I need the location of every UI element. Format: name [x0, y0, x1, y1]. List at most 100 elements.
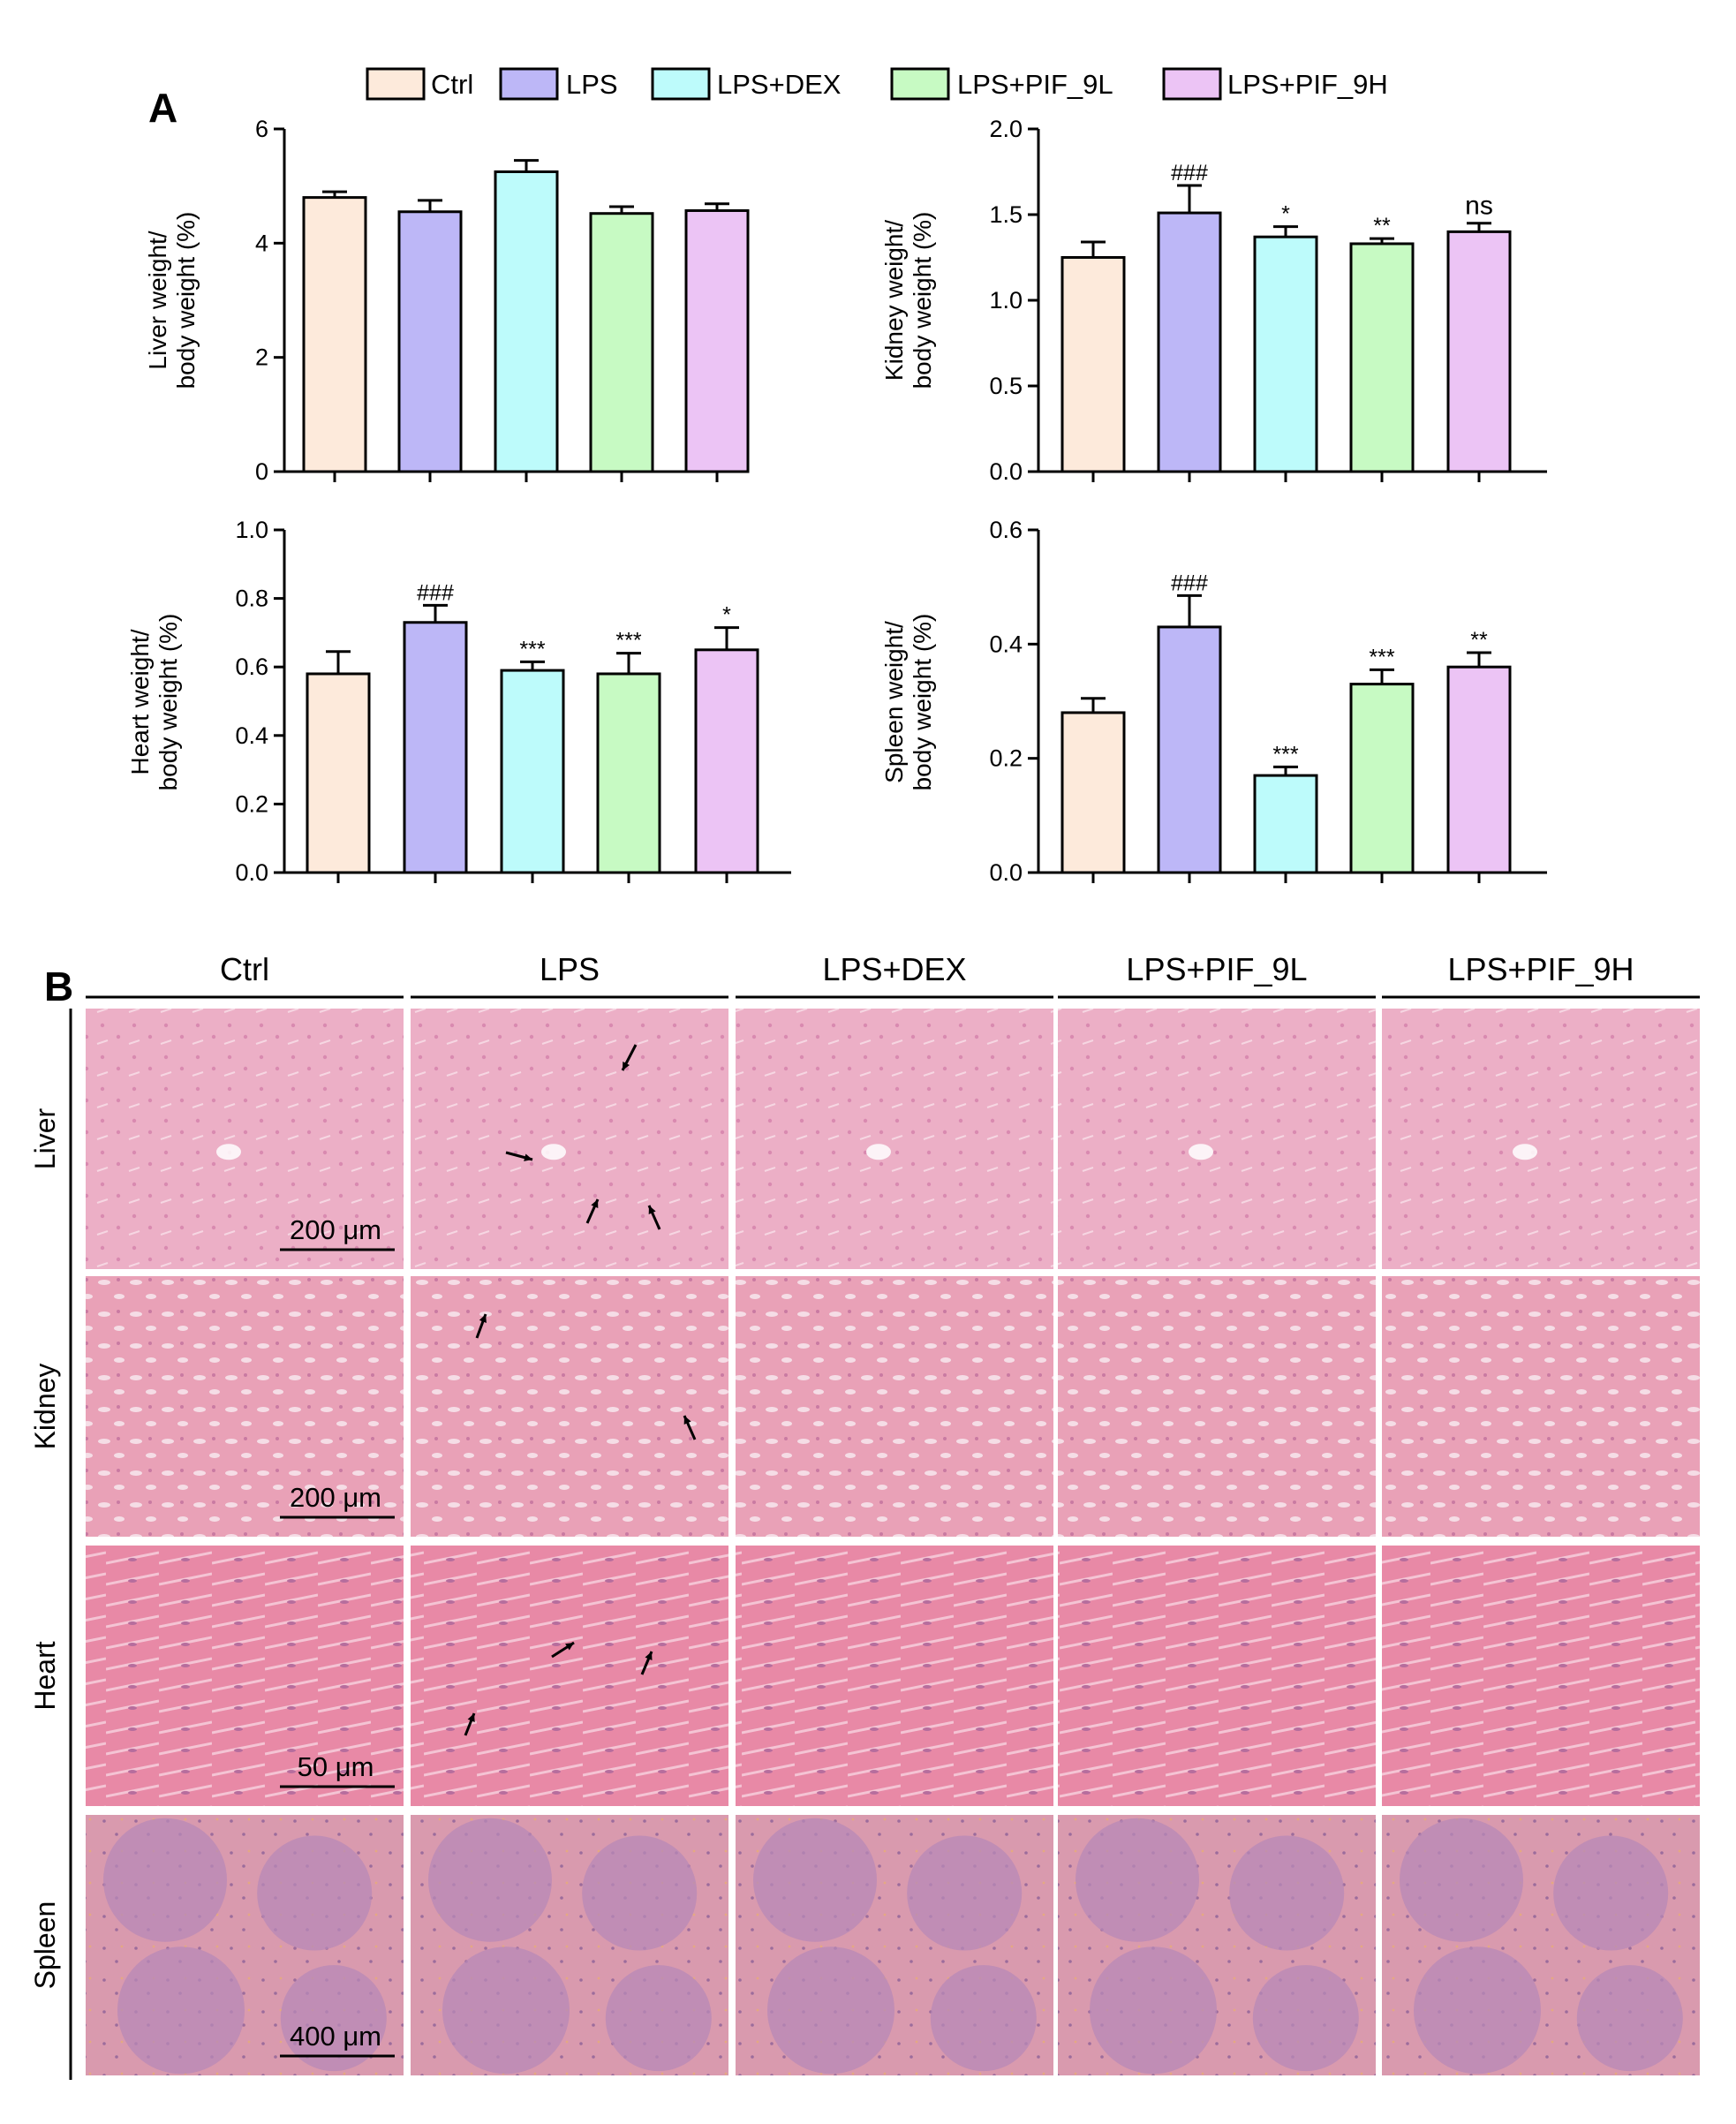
follicle-4: [280, 1965, 387, 2072]
legend-swatch-1: [366, 67, 426, 101]
row-label-3: Heart: [29, 1641, 61, 1710]
central-vein: [1513, 1144, 1537, 1160]
bar-charts: Liver weight/body weight (%) 0 2 4 6 Kidney w…: [126, 116, 1547, 886]
y-tick-label-6: 1.0: [235, 517, 268, 543]
histology-row-heart: Heart 50 μm: [29, 1546, 1700, 1806]
y-tick-label-1: 0.0: [235, 859, 268, 886]
significance-label-3: ***: [1272, 742, 1298, 767]
panel-a-label: A: [148, 85, 177, 131]
y-tick-label-1: 0.0: [989, 458, 1023, 485]
lesion-arrowhead-4: [648, 1206, 656, 1214]
y-tick-label-1: 0.0: [989, 859, 1023, 886]
bar-3: [1253, 235, 1318, 473]
significance-label-2: ###: [1171, 161, 1208, 185]
bar-2: [403, 621, 468, 874]
micrograph-3: [736, 1276, 1053, 1537]
legend-label-5: LPS+PIF_9H: [1227, 69, 1388, 100]
column-header-5: LPS+PIF_9H: [1447, 951, 1634, 987]
column-header-4: LPS+PIF_9L: [1126, 951, 1307, 987]
y-tick-label-4: 1.5: [989, 201, 1023, 228]
legend-label-2: LPS: [566, 69, 618, 100]
y-tick-label-3: 0.4: [235, 722, 268, 749]
micrograph-1: [86, 1546, 404, 1806]
micrograph-3: [736, 1009, 1053, 1269]
micrograph-3: [736, 1546, 1053, 1806]
y-axis-label-line-2: body weight (%): [909, 212, 936, 389]
bar-2: [1157, 625, 1222, 874]
central-vein: [866, 1144, 891, 1160]
bar-3: [1253, 774, 1318, 874]
scale-bar-label-4: 400 μm: [290, 2021, 381, 2052]
follicle-3: [442, 1946, 570, 2075]
lesion-arrowhead-8: [645, 1652, 653, 1660]
y-axis-label-line-1: Liver weight/: [144, 231, 171, 369]
y-tick-label-4: 0.6: [235, 654, 268, 680]
scale-bar-label-3: 50 μm: [298, 1751, 374, 1782]
y-tick-label-4: 0.6: [989, 517, 1023, 543]
micrograph-4: [1058, 1009, 1376, 1269]
legend-label-4: LPS+PIF_9L: [957, 69, 1113, 100]
panel-a: A Ctrl LPS LPS+DEX LPS+PIF_9L LPS+PIF_9H Liv…: [126, 67, 1547, 886]
legend-swatch-2: [499, 67, 559, 101]
bar-4: [1349, 683, 1415, 874]
bar-3: [494, 170, 559, 473]
bar-5: [1446, 230, 1512, 473]
micrograph-2: [411, 1009, 728, 1269]
central-vein: [1189, 1144, 1213, 1160]
bar-4: [1349, 242, 1415, 473]
micrograph-5: [1382, 1009, 1700, 1269]
follicle-3: [117, 1946, 245, 2075]
legend-swatch-5: [1162, 67, 1222, 101]
y-tick-label-3: 4: [255, 230, 268, 256]
bar-5: [1446, 665, 1512, 874]
significance-label-5: ns: [1465, 192, 1493, 221]
bar-2: [397, 210, 463, 473]
micrograph-1: [86, 1276, 404, 1537]
y-axis-label-line-1: Kidney weight/: [880, 220, 908, 381]
histology-row-kidney: Kidney 200 μm: [29, 1276, 1700, 1537]
bar-1: [306, 672, 371, 874]
bar-2: [1157, 211, 1222, 473]
y-tick-label-2: 0.5: [989, 373, 1023, 399]
y-tick-label-2: 2: [255, 344, 268, 371]
micrograph-5: [1382, 1276, 1700, 1537]
y-axis-label-line-2: body weight (%): [909, 614, 936, 791]
follicle-1: [1076, 1818, 1199, 1942]
legend-swatch-4: [890, 67, 950, 101]
follicle-1: [428, 1818, 552, 1942]
follicle-1: [753, 1818, 877, 1942]
follicle-2: [257, 1835, 373, 1951]
bar-3: [500, 669, 565, 874]
follicle-4: [1576, 1965, 1683, 2072]
histology-row-spleen: Spleen 400 μm: [29, 1815, 1700, 2075]
significance-label-4: ***: [1369, 645, 1394, 669]
legend-label-3: LPS+DEX: [717, 69, 842, 100]
significance-label-2: ###: [417, 580, 454, 605]
y-axis-label-line-1: Heart weight/: [126, 629, 154, 775]
column-header-3: LPS+DEX: [822, 951, 966, 987]
lesion-arrowhead-7: [565, 1643, 574, 1651]
y-axis-label-line-2: body weight (%): [172, 212, 200, 389]
significance-label-5: **: [1470, 628, 1488, 653]
scale-bar-label-1: 200 μm: [290, 1214, 381, 1245]
y-tick-label-3: 1.0: [989, 287, 1023, 314]
y-tick-label-1: 0: [255, 458, 268, 485]
follicle-3: [767, 1946, 894, 2075]
lesion-arrowhead-3: [591, 1199, 599, 1208]
follicle-1: [1400, 1818, 1523, 1942]
significance-label-2: ###: [1171, 571, 1208, 595]
bar-chart-2: Kidney weight/body weight (%)###* **ns0.0…: [880, 116, 1547, 485]
row-label-2: Kidney: [29, 1364, 61, 1450]
follicle-2: [582, 1835, 698, 1951]
y-tick-label-3: 0.4: [989, 631, 1023, 657]
column-header-1: Ctrl: [220, 951, 269, 987]
scale-bar-label-2: 200 μm: [290, 1482, 381, 1513]
follicle-3: [1090, 1946, 1217, 2075]
follicle-3: [1414, 1946, 1541, 2075]
significance-label-4: **: [1373, 214, 1391, 238]
significance-label-4: ***: [615, 629, 641, 654]
significance-label-3: *: [1281, 202, 1290, 227]
follicle-4: [930, 1965, 1037, 2072]
lesion-arrows: [464, 1044, 697, 1736]
y-axis-label-line-2: body weight (%): [155, 614, 182, 791]
